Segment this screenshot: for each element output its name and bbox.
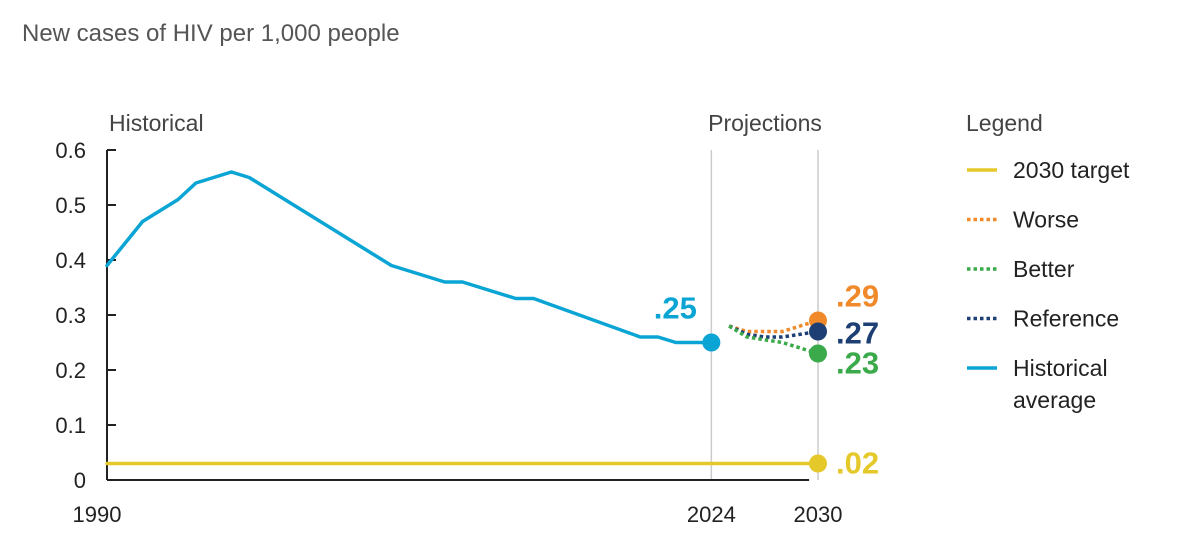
x-tick-label: 2030 [794, 502, 843, 527]
axes [106, 150, 810, 481]
y-axis-ticks: 0 0.1 0.2 0.3 0.4 0.5 0.6 [55, 138, 116, 493]
target-end-label: .02 [836, 446, 879, 481]
historical-end-marker [702, 333, 721, 352]
y-tick-label: 0.6 [55, 138, 86, 163]
reference-series-line [728, 324, 819, 339]
x-tick-label: 1990 [73, 502, 122, 527]
legend: 2030 target Worse Better Reference Historica… [967, 157, 1130, 413]
y-tick-label: 0.3 [55, 303, 86, 328]
historical-end-label: .25 [654, 291, 697, 326]
historical-section-label: Historical [109, 110, 204, 136]
legend-title: Legend [966, 110, 1043, 136]
legend-label: Reference [1013, 306, 1119, 332]
x-tick-label: 2024 [687, 502, 736, 527]
target-end-marker [809, 454, 827, 473]
series-end-labels: .02 .29 .23.27 .25 [654, 279, 879, 481]
chart-subtitle: New cases of HIV per 1,000 people [22, 20, 400, 47]
worse-series-line [728, 318, 819, 334]
series-lines [105, 170, 820, 466]
legend-label: average [1013, 387, 1096, 413]
y-tick-label: 0.1 [55, 413, 86, 438]
better-end-label: .23 [836, 346, 879, 381]
legend-label: Historical [1013, 355, 1108, 381]
series-end-markers [702, 311, 827, 473]
reference-lines [710, 150, 819, 480]
better-series-line [728, 324, 819, 356]
reference-end-marker [809, 322, 827, 341]
projections-section-label: Projections [708, 110, 822, 136]
y-tick-label: 0.2 [55, 358, 86, 383]
legend-item-worse: Worse [967, 207, 1079, 233]
reference-end-label: .27 [836, 316, 879, 351]
historical-series-line [105, 170, 714, 345]
y-tick-label: 0 [74, 468, 86, 493]
legend-item-reference: Reference [967, 306, 1119, 332]
legend-item-better: Better [967, 256, 1075, 282]
legend-label: Worse [1013, 207, 1079, 233]
y-tick-label: 0.5 [55, 193, 86, 218]
legend-label: Better [1013, 256, 1075, 282]
better-end-marker [809, 344, 827, 363]
y-tick-label: 0.4 [55, 248, 86, 273]
x-axis-ticks: 1990 2024 2030 [73, 502, 843, 527]
legend-item-target: 2030 target [967, 157, 1130, 183]
worse-end-label: .29 [836, 279, 879, 314]
legend-label: 2030 target [1013, 157, 1130, 183]
legend-item-historical: Historical average [967, 355, 1108, 413]
